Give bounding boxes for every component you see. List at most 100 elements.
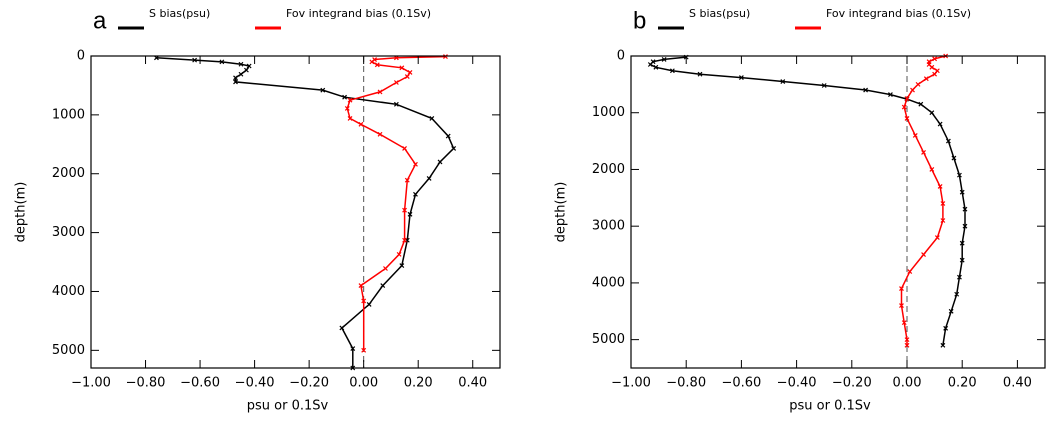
- x-tick-label: −0.60: [180, 376, 220, 391]
- point-marker: [380, 283, 386, 289]
- point-marker: [954, 291, 960, 297]
- point-marker: [344, 105, 350, 111]
- point-marker: [929, 167, 935, 172]
- point-marker: [780, 79, 786, 84]
- y-tick-label: 3000: [52, 225, 85, 240]
- point-marker: [904, 96, 910, 101]
- point-marker: [901, 320, 907, 326]
- point-marker: [915, 81, 921, 87]
- point-marker: [402, 145, 407, 151]
- y-tick-label: 1000: [52, 107, 85, 122]
- point-marker: [407, 70, 413, 75]
- point-marker: [901, 104, 907, 110]
- point-marker: [437, 159, 443, 165]
- legend-label: Fov integrand bias (0.1Sv): [286, 7, 431, 20]
- point-marker: [962, 223, 968, 229]
- panel-label: b: [633, 7, 646, 34]
- point-marker: [932, 71, 938, 77]
- y-axis-label: depth(m): [554, 182, 569, 243]
- point-marker: [899, 303, 904, 309]
- point-marker: [669, 68, 675, 74]
- y-tick-label: 3000: [592, 219, 625, 234]
- point-marker: [888, 92, 893, 97]
- point-marker: [962, 206, 968, 212]
- point-marker: [910, 87, 915, 93]
- point-marker: [320, 87, 326, 93]
- point-marker: [219, 59, 225, 65]
- point-marker: [238, 61, 244, 67]
- series-line: [346, 55, 446, 351]
- point-marker: [697, 71, 703, 77]
- point-marker: [951, 155, 957, 161]
- plot-frame: [90, 55, 501, 369]
- x-tick-label: −1.00: [71, 376, 111, 391]
- point-marker: [451, 145, 457, 151]
- point-marker: [959, 257, 965, 263]
- legend-label: S bias(psu): [689, 7, 750, 20]
- point-marker: [661, 56, 667, 62]
- point-marker: [959, 189, 965, 195]
- point-marker: [246, 63, 252, 69]
- point-marker: [959, 240, 965, 246]
- y-tick-label: 4000: [592, 275, 625, 290]
- point-marker: [918, 101, 924, 107]
- point-marker: [393, 101, 399, 107]
- series-line: [649, 56, 966, 346]
- point-marker: [904, 342, 910, 348]
- x-tick-label: 0.00: [893, 376, 922, 391]
- point-marker: [943, 325, 949, 331]
- point-marker: [940, 218, 946, 223]
- y-tick-label: 1000: [592, 105, 625, 120]
- point-marker: [404, 177, 410, 183]
- point-marker: [407, 211, 413, 217]
- point-marker: [957, 274, 962, 280]
- x-tick-label: 0.20: [404, 376, 433, 391]
- point-marker: [907, 269, 913, 274]
- point-marker: [932, 56, 938, 62]
- point-marker: [863, 87, 869, 93]
- point-marker: [937, 184, 943, 189]
- x-tick-label: 0.00: [349, 376, 378, 391]
- x-tick-label: 0.40: [458, 376, 487, 391]
- point-marker: [912, 132, 918, 138]
- x-tick-label: −0.40: [235, 376, 275, 391]
- y-tick-label: 4000: [52, 284, 85, 299]
- legend-label: Fov integrand bias (0.1Sv): [826, 7, 971, 20]
- point-marker: [413, 191, 418, 197]
- point-marker: [402, 207, 407, 213]
- point-marker: [413, 161, 418, 167]
- x-tick-label: −0.80: [126, 376, 166, 391]
- point-marker: [243, 67, 249, 73]
- point-marker: [342, 94, 348, 100]
- x-tick-label: −0.20: [289, 376, 329, 391]
- point-marker: [339, 325, 345, 331]
- point-marker: [350, 346, 356, 351]
- point-marker: [904, 115, 910, 121]
- point-marker: [399, 263, 405, 268]
- x-tick-label: −1.00: [611, 376, 651, 391]
- point-marker: [899, 286, 904, 292]
- point-marker: [940, 201, 946, 206]
- point-marker: [921, 252, 926, 257]
- point-marker: [404, 74, 410, 80]
- y-tick-label: 2000: [52, 166, 85, 181]
- point-marker: [399, 65, 405, 71]
- point-marker: [937, 121, 943, 127]
- point-marker: [738, 75, 744, 80]
- point-marker: [821, 83, 827, 88]
- point-marker: [369, 59, 375, 65]
- point-marker: [445, 133, 451, 139]
- point-marker: [366, 301, 372, 307]
- point-marker: [358, 121, 364, 127]
- point-marker: [429, 115, 435, 121]
- point-marker: [377, 131, 383, 137]
- plot-frame: [630, 55, 1046, 369]
- point-marker: [945, 138, 951, 144]
- panel-label: a: [93, 7, 107, 34]
- point-marker: [923, 76, 929, 82]
- point-marker: [929, 110, 935, 116]
- x-tick-label: 0.40: [1003, 376, 1032, 391]
- point-marker: [940, 342, 946, 348]
- x-tick-label: −0.40: [777, 376, 817, 391]
